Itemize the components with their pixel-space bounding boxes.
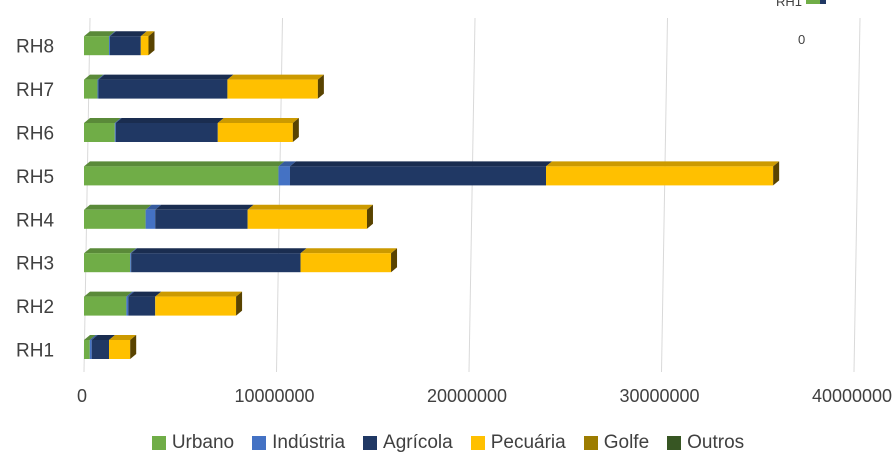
legend-swatch [252, 436, 267, 450]
inset-chart-fragment: RH1 0 [776, 0, 826, 47]
category-label: RH6 [16, 124, 54, 145]
bar-segment [84, 291, 133, 316]
legend-label: Indústria [272, 432, 346, 453]
x-tick-label: 30000000 [619, 386, 699, 406]
legend-label: Pecuária [490, 432, 566, 453]
bar-segment [155, 204, 254, 229]
bar-segment [130, 248, 138, 273]
bar-segment [128, 291, 162, 316]
legend-swatch [363, 436, 378, 450]
x-tick-label: 10000000 [234, 386, 314, 406]
bar-segment [84, 248, 137, 273]
category-label: RH1 [16, 341, 54, 362]
bar-stack-area [84, 31, 780, 359]
bar-segment [546, 161, 780, 186]
bar-segment [97, 74, 105, 99]
category-label: RH2 [16, 297, 54, 318]
bar-segment [145, 204, 162, 229]
legend-item: Outros [667, 432, 744, 454]
bar-end-cap [148, 31, 155, 56]
legend-item: Indústria [252, 432, 345, 454]
inset-category-label: RH1 [776, 0, 802, 9]
category-label: RH5 [16, 167, 54, 188]
inset-bar-segment [820, 0, 826, 4]
bar-end-cap [366, 204, 373, 229]
gridline [83, 17, 91, 373]
bar-end-cap [292, 118, 299, 142]
bar-segment [84, 204, 152, 229]
inset-tick-label: 0 [798, 32, 805, 47]
chart-legend: Urbano Indústria Agrícola Pecuária Golfe Outr… [0, 432, 896, 454]
x-tick-label: 20000000 [427, 386, 507, 406]
x-tick-label: 40000000 [812, 386, 892, 406]
bar-segment [155, 291, 243, 316]
bar-segment [115, 118, 224, 142]
legend-label: Golfe [603, 432, 650, 453]
legend-label: Agrícola [383, 432, 453, 453]
gridline [661, 17, 668, 373]
x-tick-label: 0 [77, 386, 87, 406]
bar-segment [300, 248, 398, 273]
category-label: RH8 [16, 37, 54, 58]
chart-canvas: RH1 RH2 RH3 RH4 RH5 RH6 RH7 RH8 0 10000000 200000… [16, 0, 892, 406]
bar-end-cap [130, 335, 137, 359]
bar-segment [140, 31, 155, 56]
legend-item: Urbano [151, 432, 235, 454]
value-axis-tick-labels: 0 10000000 20000000 30000000 40000000 [77, 386, 892, 406]
bar-segment [217, 118, 299, 142]
bar-segment [109, 31, 116, 56]
gridline [468, 17, 476, 373]
legend-label: Urbano [171, 432, 235, 453]
bar-segment [98, 74, 234, 99]
gridlines [83, 17, 861, 373]
bar-segment [89, 335, 98, 359]
category-label: RH7 [16, 80, 54, 101]
inset-bar-segment [806, 0, 820, 4]
bar-segment [84, 118, 121, 142]
bar-segment [227, 74, 324, 99]
legend-swatch [583, 436, 598, 450]
legend-swatch [151, 436, 166, 450]
legend-item: Agrícola [363, 432, 453, 454]
bar-segment [84, 335, 96, 359]
legend-item: Pecuária [470, 432, 566, 454]
bar-segment [114, 118, 122, 142]
bar-segment [109, 31, 147, 56]
bar-end-cap [236, 291, 243, 316]
bar-segment [131, 248, 307, 273]
gridline [276, 17, 283, 373]
category-label: RH3 [16, 254, 54, 275]
legend-label: Outros [687, 432, 745, 453]
bar-segment [91, 335, 116, 359]
bar-segment [84, 161, 285, 186]
bar-segment [278, 161, 296, 186]
gridline [853, 17, 861, 373]
bar-segment [126, 291, 135, 316]
bar-end-cap [391, 248, 398, 273]
bar-end-cap [317, 74, 324, 99]
category-label: RH4 [16, 210, 54, 231]
bar-segment [247, 204, 373, 229]
category-axis-labels: RH1 RH2 RH3 RH4 RH5 RH6 RH7 RH8 [16, 37, 54, 362]
bar-segment [84, 74, 104, 99]
bar-end-cap [773, 161, 780, 186]
bar-segment [109, 335, 137, 359]
bar-segment [289, 161, 552, 186]
legend-swatch [667, 436, 682, 450]
bar-segment [84, 31, 116, 56]
legend-item: Golfe [583, 432, 650, 454]
legend-swatch [470, 436, 485, 450]
